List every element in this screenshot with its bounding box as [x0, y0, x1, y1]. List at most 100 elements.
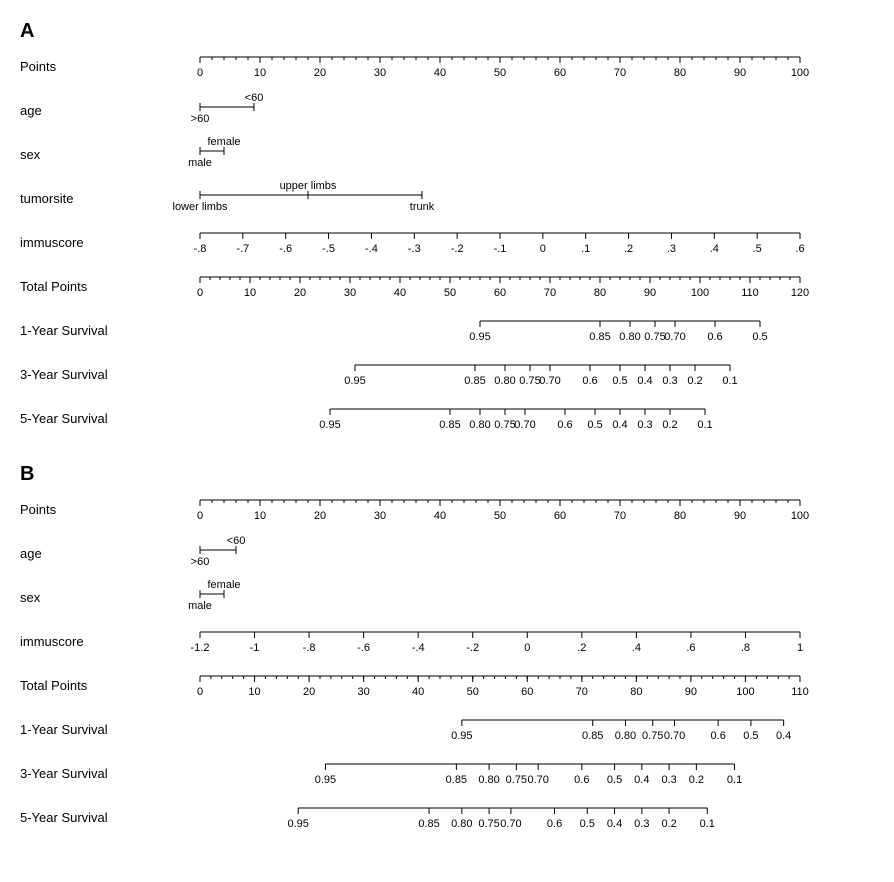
- svg-text:40: 40: [434, 67, 446, 79]
- svg-text:0.80: 0.80: [615, 730, 636, 742]
- svg-text:0.4: 0.4: [607, 818, 622, 830]
- svg-text:-1: -1: [250, 642, 260, 654]
- row-label: immuscore: [20, 624, 200, 649]
- svg-text:0.5: 0.5: [580, 818, 595, 830]
- svg-text:90: 90: [734, 510, 746, 522]
- svg-text:0.80: 0.80: [494, 375, 515, 387]
- svg-text:90: 90: [734, 67, 746, 79]
- svg-text:0.75: 0.75: [644, 331, 665, 343]
- svg-text:0.4: 0.4: [612, 419, 627, 431]
- svg-text:.4: .4: [632, 642, 641, 654]
- svg-text:0.4: 0.4: [634, 774, 649, 786]
- svg-text:80: 80: [594, 287, 606, 299]
- row-axis: 0.950.850.800.750.700.60.5: [200, 313, 874, 345]
- svg-text:100: 100: [791, 67, 809, 79]
- svg-text:30: 30: [344, 287, 356, 299]
- row-axis: -.8-.7-.6-.5-.4-.3-.2-.10.1.2.3.4.5.6: [200, 225, 874, 257]
- svg-text:50: 50: [467, 686, 479, 698]
- svg-text:0.2: 0.2: [689, 774, 704, 786]
- svg-text:120: 120: [791, 287, 809, 299]
- svg-text:0.2: 0.2: [662, 419, 677, 431]
- svg-text:0.95: 0.95: [451, 730, 472, 742]
- svg-text:20: 20: [303, 686, 315, 698]
- row-label: Total Points: [20, 269, 200, 294]
- row-label: 5-Year Survival: [20, 401, 200, 426]
- row-axis: 0102030405060708090100110: [200, 668, 874, 700]
- nomogram-row: tumorsitelower limbsupper limbstrunk: [20, 181, 874, 213]
- svg-text:60: 60: [554, 67, 566, 79]
- svg-text:0: 0: [197, 287, 203, 299]
- svg-text:90: 90: [644, 287, 656, 299]
- svg-text:20: 20: [314, 67, 326, 79]
- nomogram-row: Points0102030405060708090100: [20, 492, 874, 524]
- svg-text:0.95: 0.95: [287, 818, 308, 830]
- svg-text:40: 40: [394, 287, 406, 299]
- row-label: Points: [20, 49, 200, 74]
- row-axis: 0102030405060708090100: [200, 492, 874, 524]
- svg-text:60: 60: [521, 686, 533, 698]
- svg-text:0.3: 0.3: [661, 774, 676, 786]
- svg-text:<60: <60: [227, 535, 246, 547]
- svg-text:90: 90: [685, 686, 697, 698]
- svg-text:-.2: -.2: [451, 243, 464, 255]
- nomogram-panel-B: BPoints0102030405060708090100age>60<60se…: [20, 463, 874, 832]
- svg-text:30: 30: [374, 510, 386, 522]
- svg-text:0.75: 0.75: [642, 730, 663, 742]
- svg-text:0.1: 0.1: [697, 419, 712, 431]
- svg-text:0.2: 0.2: [687, 375, 702, 387]
- svg-text:60: 60: [554, 510, 566, 522]
- svg-text:80: 80: [674, 67, 686, 79]
- nomogram-row: 1-Year Survival0.950.850.800.750.700.60.…: [20, 712, 874, 744]
- svg-text:0.75: 0.75: [478, 818, 499, 830]
- nomogram-row: sexmalefemale: [20, 580, 874, 612]
- svg-text:0.6: 0.6: [574, 774, 589, 786]
- svg-text:70: 70: [614, 67, 626, 79]
- svg-text:0.3: 0.3: [637, 419, 652, 431]
- svg-text:0.70: 0.70: [514, 419, 535, 431]
- svg-text:-.5: -.5: [322, 243, 335, 255]
- svg-text:80: 80: [630, 686, 642, 698]
- svg-text:>60: >60: [191, 556, 210, 568]
- svg-text:0: 0: [197, 686, 203, 698]
- row-label: age: [20, 536, 200, 561]
- row-axis: >60<60: [200, 93, 874, 125]
- nomogram-panel-A: APoints0102030405060708090100age>60<60se…: [20, 20, 874, 433]
- row-axis: 0102030405060708090100: [200, 49, 874, 81]
- svg-text:0.3: 0.3: [634, 818, 649, 830]
- row-axis: 0.950.850.800.750.700.60.50.40.30.20.1: [200, 756, 874, 788]
- svg-text:>60: >60: [191, 113, 210, 125]
- svg-text:50: 50: [494, 510, 506, 522]
- svg-text:110: 110: [741, 287, 759, 299]
- svg-text:0: 0: [524, 642, 530, 654]
- svg-text:0.85: 0.85: [589, 331, 610, 343]
- row-axis: -1.2-1-.8-.6-.4-.20.2.4.6.81: [200, 624, 874, 656]
- svg-text:0.1: 0.1: [727, 774, 742, 786]
- nomogram-row: age>60<60: [20, 536, 874, 568]
- svg-text:1: 1: [797, 642, 803, 654]
- row-axis: >60<60: [200, 536, 874, 568]
- row-axis: 0102030405060708090100110120: [200, 269, 874, 301]
- svg-text:40: 40: [412, 686, 424, 698]
- svg-text:.5: .5: [753, 243, 762, 255]
- svg-text:trunk: trunk: [410, 201, 435, 213]
- svg-text:.4: .4: [710, 243, 719, 255]
- row-axis: 0.950.850.800.750.700.60.50.40.30.20.1: [200, 357, 874, 389]
- svg-text:.2: .2: [624, 243, 633, 255]
- svg-text:0.75: 0.75: [506, 774, 527, 786]
- svg-text:20: 20: [314, 510, 326, 522]
- svg-text:0.95: 0.95: [315, 774, 336, 786]
- svg-text:.6: .6: [795, 243, 804, 255]
- svg-text:-.6: -.6: [357, 642, 370, 654]
- svg-text:0: 0: [197, 67, 203, 79]
- svg-text:0.6: 0.6: [547, 818, 562, 830]
- svg-text:70: 70: [544, 287, 556, 299]
- svg-text:110: 110: [791, 686, 809, 698]
- svg-text:male: male: [188, 600, 212, 612]
- svg-text:.2: .2: [577, 642, 586, 654]
- nomogram-row: immuscore-1.2-1-.8-.6-.4-.20.2.4.6.81: [20, 624, 874, 656]
- svg-text:0.4: 0.4: [776, 730, 791, 742]
- svg-text:0.70: 0.70: [539, 375, 560, 387]
- nomogram-row: Total Points0102030405060708090100110: [20, 668, 874, 700]
- svg-text:.6: .6: [686, 642, 695, 654]
- svg-text:0.6: 0.6: [707, 331, 722, 343]
